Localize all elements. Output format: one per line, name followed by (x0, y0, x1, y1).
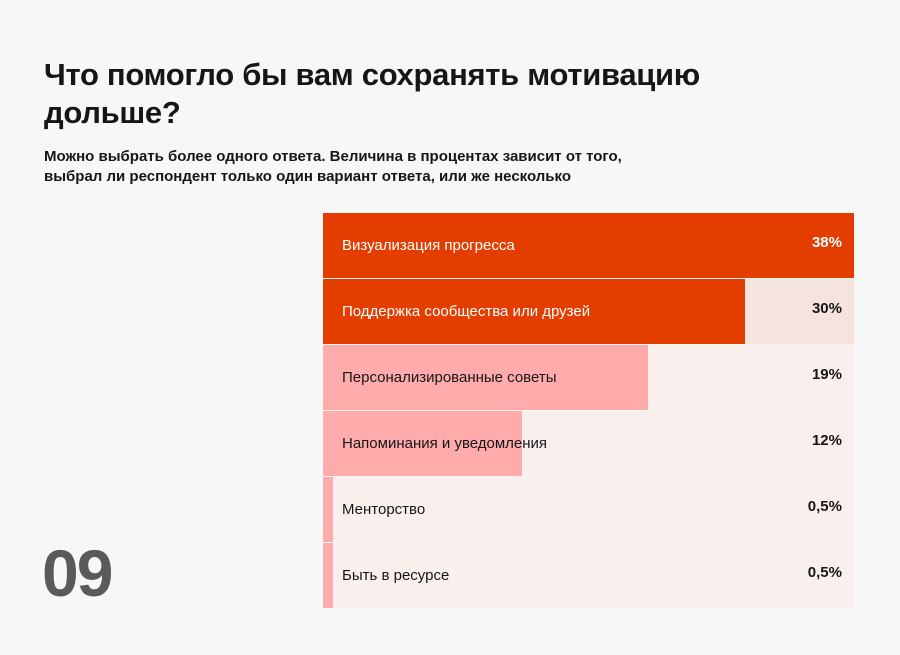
chart-bar (323, 279, 746, 344)
chart-row: Напоминания и уведомления 12% (323, 411, 854, 476)
bar-value-label: 0,5% (807, 564, 842, 581)
page-subtitle: Можно выбрать более одного ответа. Велич… (44, 148, 622, 185)
chart-row: Быть в ресурсе 0,5% (323, 543, 854, 608)
chart-row: Поддержка сообщества или друзей 30% (323, 279, 854, 344)
bar-chart: Визуализация прогресса 38% Поддержка сообщ… (323, 213, 854, 609)
page-title: Что помогло бы вам сохранять мотивацию д… (44, 57, 700, 130)
bar-label: Визуализация прогресса (342, 237, 515, 254)
chart-row: Визуализация прогресса 38% (323, 213, 854, 278)
page-number: 09 (42, 536, 113, 610)
bar-label: Менторство (342, 501, 426, 518)
chart-bar (323, 543, 334, 608)
bar-label: Быть в ресурсе (342, 567, 450, 584)
chart-bar (323, 213, 854, 278)
bar-label: Поддержка сообщества или друзей (342, 303, 591, 320)
bar-value-label: 38% (811, 234, 842, 251)
chart-row: Менторство 0,5% (323, 477, 854, 542)
chart-bar (323, 411, 523, 476)
bar-value-label: 12% (811, 432, 842, 449)
bar-value-label: 0,5% (807, 498, 842, 515)
bar-value-label: 30% (811, 300, 842, 317)
chart-bar (323, 477, 334, 542)
chart-bar (323, 345, 648, 410)
chart-row: Персонализированные советы 19% (323, 345, 854, 410)
bar-label: Напоминания и уведомления (342, 435, 548, 452)
bar-value-label: 19% (811, 366, 842, 383)
bar-label: Персонализированные советы (342, 369, 557, 386)
